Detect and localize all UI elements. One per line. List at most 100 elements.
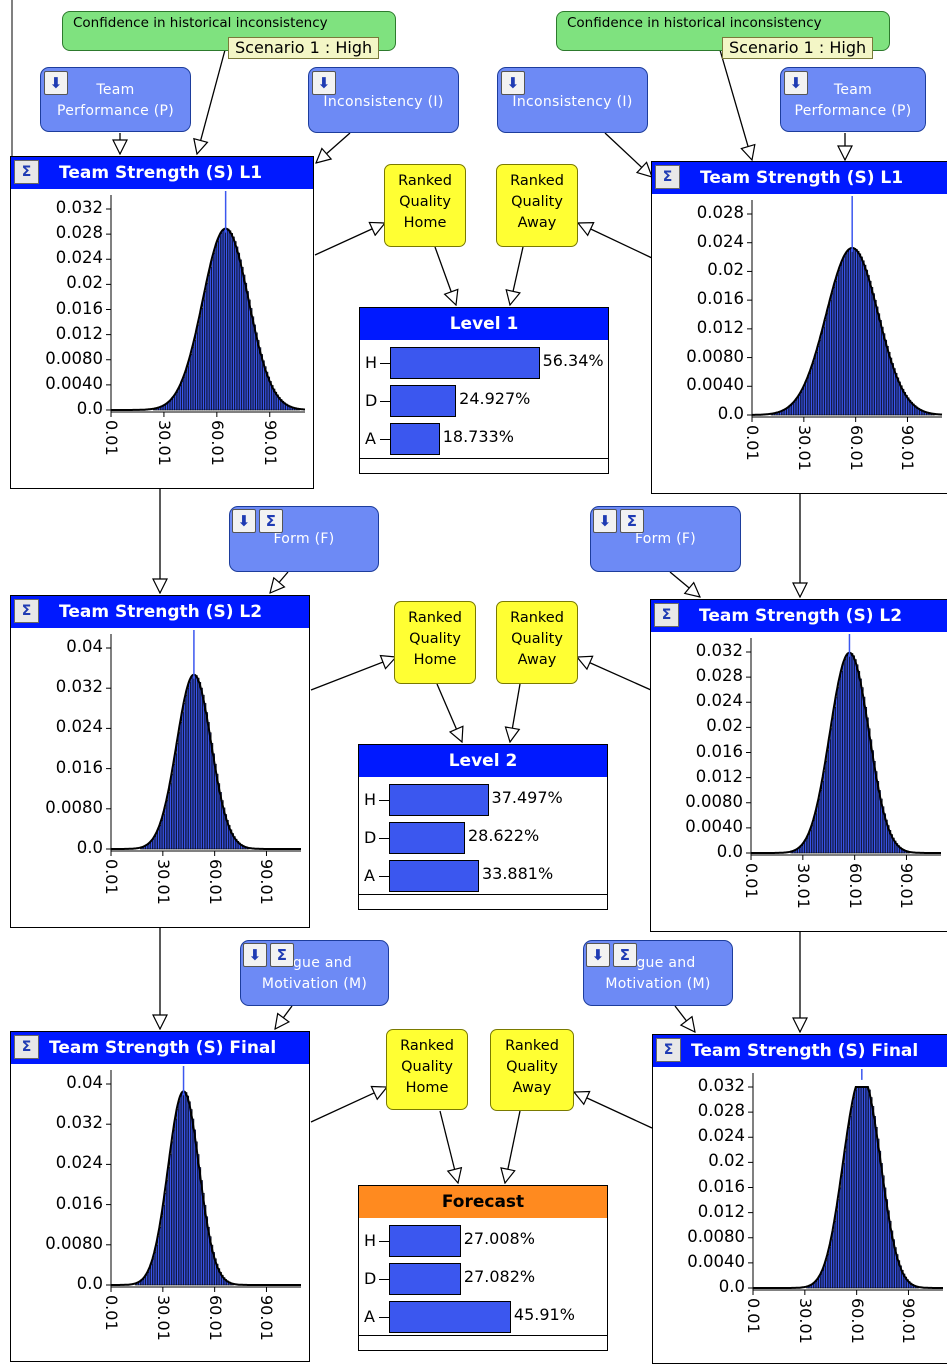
sigma-icon[interactable]: Σ	[620, 509, 644, 533]
motivation-label-1: gue and	[636, 955, 696, 971]
team-strength-l1-right[interactable]: Σ Team Strength (S) L1 0.028 0.024 0.02 0.01…	[651, 161, 947, 494]
inconsistency-node-left[interactable]: Inconsistency (I) ⬇	[308, 67, 459, 133]
state-percent: 28.622%	[467, 826, 540, 845]
y-tick-label: 0.02	[708, 1151, 745, 1171]
team-performance-node-right[interactable]: Team Performance (P) ⬇	[780, 67, 926, 132]
inconsistency-label: Inconsistency (I)	[323, 94, 444, 110]
level1-monitor[interactable]: Level 1 H 56.34% D 24.927% A 18.733%	[359, 307, 609, 474]
ranked-label: Ranked	[505, 1038, 559, 1054]
link-arrow	[434, 246, 456, 305]
x-tick-label: 90.01	[899, 1298, 919, 1344]
sigma-icon[interactable]: Σ	[654, 603, 679, 627]
ranked-quality-away-final[interactable]: Ranked Quality Away	[490, 1029, 574, 1111]
motivation-label-2: Motivation (M)	[261, 976, 368, 992]
scenario-tag-left[interactable]: Scenario 1 : High	[228, 37, 380, 59]
sigma-icon[interactable]: Σ	[613, 943, 637, 967]
evidence-icon[interactable]: ⬇	[586, 943, 610, 967]
sigma-icon[interactable]: Σ	[259, 509, 283, 533]
level2-monitor[interactable]: Level 2 H 37.497% D 28.622% A 33.881%	[358, 744, 608, 910]
y-tick-label: 0.0	[76, 838, 103, 857]
sigma-icon[interactable]: Σ	[655, 165, 680, 189]
y-tick-label: 0.032	[55, 1113, 103, 1133]
state-bar	[389, 860, 479, 892]
state-bar	[389, 1225, 461, 1257]
x-tick-label: 60.01	[205, 1295, 225, 1341]
distribution-plot	[106, 630, 301, 856]
state-label: A	[364, 1307, 375, 1326]
histogram-bars	[790, 652, 911, 854]
motivation-node-right[interactable]: gue and Motivation (M) ⬇ Σ	[583, 940, 733, 1006]
state-tick	[380, 363, 390, 364]
y-tick-label: 0.0040	[687, 1251, 745, 1271]
x-tick-label: 0.01	[102, 420, 122, 456]
form-node-right[interactable]: Form (F) ⬇ Σ	[590, 506, 741, 572]
ranked-label: Home	[405, 1080, 449, 1096]
state-row-h: H 27.008%	[359, 1223, 607, 1259]
ranked-quality-away-l1[interactable]: Ranked Quality Away	[496, 164, 578, 247]
ranked-label: Quality	[409, 631, 461, 647]
state-row-a: A 33.881%	[359, 858, 607, 894]
distribution-plot	[747, 196, 943, 422]
y-tick-label: 0.016	[55, 1193, 103, 1213]
evidence-icon[interactable]: ⬇	[243, 943, 267, 967]
state-label: A	[364, 866, 375, 885]
evidence-icon[interactable]: ⬇	[501, 71, 525, 95]
state-label: D	[364, 1269, 377, 1288]
team-strength-final-left[interactable]: Σ Team Strength (S) Final 0.04 0.032 0.024 0…	[10, 1031, 310, 1362]
histogram-bars	[140, 674, 250, 850]
monitor-title: Team Strength (S) L2	[699, 606, 903, 626]
y-tick-label: 0.012	[55, 323, 103, 343]
x-tick-label: 30.01	[794, 425, 814, 471]
sigma-icon[interactable]: Σ	[14, 1035, 39, 1059]
sigma-icon[interactable]: Σ	[656, 1038, 681, 1062]
ranked-quality-home-l1[interactable]: Ranked Quality Home	[384, 164, 466, 247]
y-tick-label: 0.0080	[685, 791, 743, 811]
y-tick-label: 0.028	[697, 1101, 745, 1121]
motivation-node-left[interactable]: gue and Motivation (M) ⬇ Σ	[240, 940, 389, 1006]
state-label: D	[365, 391, 378, 410]
sigma-icon[interactable]: Σ	[270, 943, 294, 967]
x-tick-label: 30.01	[153, 859, 173, 905]
team-strength-l2-right[interactable]: Σ Team Strength (S) L2 0.032 0.028 0.024 0.0…	[650, 599, 947, 932]
evidence-icon[interactable]: ⬇	[593, 509, 617, 533]
y-tick-label: 0.0	[716, 842, 743, 861]
evidence-icon[interactable]: ⬇	[784, 71, 808, 95]
inconsistency-node-right[interactable]: Inconsistency (I) ⬇	[497, 67, 648, 133]
state-percent: 45.91%	[513, 1305, 575, 1324]
y-tick-label: 0.04	[66, 1073, 103, 1092]
evidence-icon[interactable]: ⬇	[44, 71, 68, 95]
forecast-monitor[interactable]: Forecast H 27.008% D 27.082% A 45.91%	[358, 1185, 608, 1351]
team-strength-l1-left[interactable]: Σ Team Strength (S) L1 0.032 0.028 0.024 0.0…	[10, 156, 314, 489]
y-tick-label: 0.0080	[45, 1233, 103, 1253]
state-row-h: H 37.497%	[359, 782, 607, 818]
team-strength-final-right[interactable]: Σ Team Strength (S) Final 0.032 0.028 0.024…	[652, 1034, 947, 1364]
state-percent: 37.497%	[491, 788, 563, 807]
evidence-icon[interactable]: ⬇	[312, 71, 336, 95]
y-tick-label: 0.024	[55, 717, 103, 737]
y-tick-label: 0.0	[718, 1277, 745, 1296]
x-tick-label: 30.01	[793, 863, 813, 909]
form-node-left[interactable]: Form (F) ⬇ Σ	[229, 506, 379, 572]
ranked-quality-away-l2[interactable]: Ranked Quality Away	[496, 601, 578, 684]
sigma-icon[interactable]: Σ	[14, 599, 39, 623]
sigma-icon[interactable]: Σ	[14, 160, 39, 184]
ranked-quality-home-l2[interactable]: Ranked Quality Home	[394, 601, 476, 684]
team-strength-l2-left[interactable]: Σ Team Strength (S) L2 0.04 0.032 0.024 0.01…	[10, 595, 310, 928]
ranked-quality-home-final[interactable]: Ranked Quality Home	[386, 1029, 468, 1110]
state-percent: 33.881%	[481, 864, 554, 883]
link-arrow	[577, 657, 652, 691]
monitor-title: Team Strength (S) L1	[59, 163, 263, 183]
y-tick-label: 0.032	[55, 677, 103, 697]
distribution-plot	[748, 1069, 943, 1295]
state-bar	[389, 1263, 461, 1295]
inconsistency-label: Inconsistency (I)	[512, 94, 633, 110]
team-performance-node-left[interactable]: Team Performance (P) ⬇	[40, 67, 191, 132]
evidence-icon[interactable]: ⬇	[232, 509, 256, 533]
link-arrow	[436, 683, 462, 742]
monitor-footer-line	[360, 458, 608, 459]
y-tick-label: 0.02	[66, 273, 103, 293]
scenario-tag-right[interactable]: Scenario 1 : High	[722, 37, 874, 59]
forecast-title: Forecast	[359, 1186, 607, 1218]
state-label: H	[364, 790, 377, 809]
